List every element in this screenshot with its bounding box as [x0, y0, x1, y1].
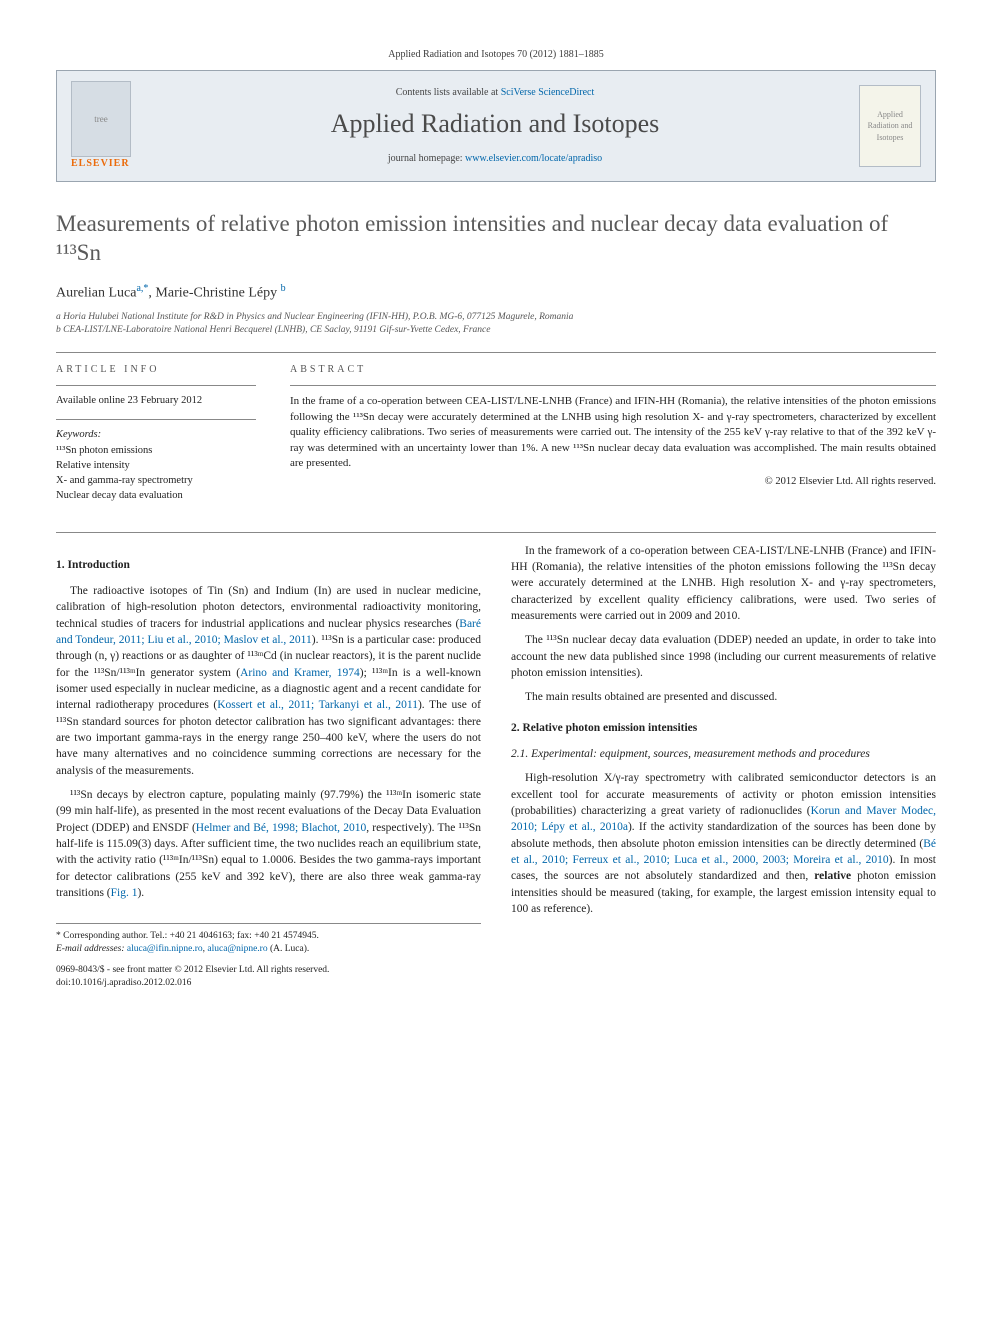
abstract-copyright: © 2012 Elsevier Ltd. All rights reserved… [290, 475, 936, 490]
running-header: Applied Radiation and Isotopes 70 (2012)… [56, 48, 936, 62]
s1-p2-c: ). [137, 887, 144, 899]
author-1: Aurelian Luca [56, 285, 136, 300]
info-rule-1 [56, 385, 256, 386]
banner-left: tree ELSEVIER [71, 81, 131, 171]
email-label: E-mail addresses: [56, 944, 127, 954]
journal-banner: tree ELSEVIER Contents lists available a… [56, 70, 936, 182]
info-rule-2 [56, 419, 256, 420]
contents-line: Contents lists available at SciVerse Sci… [145, 86, 845, 100]
journal-cover-thumbnail: Applied Radiation and Isotopes [859, 85, 921, 167]
banner-center: Contents lists available at SciVerse Sci… [145, 86, 845, 166]
ref-helmer-blachot[interactable]: Helmer and Bé, 1998; Blachot, 2010 [196, 822, 366, 834]
s1-p2: ¹¹³Sn decays by electron capture, popula… [56, 787, 481, 901]
sciencedirect-link[interactable]: SciVerse ScienceDirect [501, 87, 595, 98]
journal-title: Applied Radiation and Isotopes [145, 106, 845, 142]
corresponding-author: * Corresponding author. Tel.: +40 21 404… [56, 930, 481, 943]
right-column: In the framework of a co-operation betwe… [511, 543, 936, 990]
abstract-column: ABSTRACT In the frame of a co-operation … [290, 363, 936, 503]
page-root: Applied Radiation and Isotopes 70 (2012)… [0, 0, 992, 1029]
footnote-separator: * Corresponding author. Tel.: +40 21 404… [56, 923, 481, 956]
email-1[interactable]: aluca@ifin.nipne.ro [127, 944, 203, 954]
homepage-line: journal homepage: www.elsevier.com/locat… [145, 152, 845, 166]
rule-bottom [56, 532, 936, 533]
article-title: Measurements of relative photon emission… [56, 210, 936, 268]
keyword-4: Nuclear decay data evaluation [56, 488, 256, 503]
homepage-link[interactable]: www.elsevier.com/locate/apradiso [465, 153, 602, 164]
ref-arino[interactable]: Arino and Kramer, 1974 [240, 667, 360, 679]
affiliation-a: a Horia Hulubei National Institute for R… [56, 311, 936, 324]
section-2-heading: 2. Relative photon emission intensities [511, 720, 936, 736]
email-line: E-mail addresses: aluca@ifin.nipne.ro, a… [56, 943, 481, 956]
s1-p1-a: The radioactive isotopes of Tin (Sn) and… [56, 585, 481, 630]
elsevier-tree-icon: tree [71, 81, 131, 157]
abs-rule [290, 385, 936, 386]
email-2[interactable]: aluca@nipne.ro [207, 944, 267, 954]
s1-p1: The radioactive isotopes of Tin (Sn) and… [56, 583, 481, 779]
s1-p4: The ¹¹³Sn nuclear decay data evaluation … [511, 632, 936, 681]
section-2-1-heading: 2.1. Experimental: equipment, sources, m… [511, 746, 936, 762]
left-column: 1. Introduction The radioactive isotopes… [56, 543, 481, 990]
author-1-affil-marker: a,* [136, 283, 148, 294]
s1-p5: The main results obtained are presented … [511, 689, 936, 705]
rule-top [56, 352, 936, 353]
front-matter: 0969-8043/$ - see front matter © 2012 El… [56, 964, 481, 977]
homepage-prefix: journal homepage: [388, 153, 465, 164]
keywords-label: Keywords: [56, 428, 256, 443]
article-info-column: ARTICLE INFO Available online 23 Februar… [56, 363, 256, 503]
author-2-affil-marker: b [281, 283, 286, 294]
s1-p3: In the framework of a co-operation betwe… [511, 543, 936, 625]
publisher-name: ELSEVIER [71, 157, 131, 171]
s2-p1: High-resolution X/γ-ray spectrometry wit… [511, 770, 936, 917]
available-online: Available online 23 February 2012 [56, 394, 256, 409]
author-2: , Marie-Christine Lépy [148, 285, 280, 300]
body-columns: 1. Introduction The radioactive isotopes… [56, 543, 936, 990]
abstract-label: ABSTRACT [290, 363, 936, 377]
contents-prefix: Contents lists available at [396, 87, 501, 98]
keyword-2: Relative intensity [56, 458, 256, 473]
email-tail: (A. Luca). [268, 944, 310, 954]
doi: doi:10.1016/j.apradiso.2012.02.016 [56, 977, 481, 990]
ref-fig1[interactable]: Fig. 1 [111, 887, 138, 899]
info-abstract-row: ARTICLE INFO Available online 23 Februar… [56, 363, 936, 503]
abstract-text: In the frame of a co-operation between C… [290, 394, 936, 471]
keywords-list: ¹¹³Sn photon emissions Relative intensit… [56, 443, 256, 504]
s2-p1-bold: relative [814, 870, 851, 882]
ref-kossert-tarkanyi[interactable]: Kossert et al., 2011; Tarkanyi et al., 2… [217, 699, 418, 711]
section-1-heading: 1. Introduction [56, 557, 481, 573]
doi-block: 0969-8043/$ - see front matter © 2012 El… [56, 964, 481, 990]
author-list: Aurelian Lucaa,*, Marie-Christine Lépy b [56, 282, 936, 303]
keyword-3: X- and gamma-ray spectrometry [56, 473, 256, 488]
affiliations: a Horia Hulubei National Institute for R… [56, 311, 936, 337]
keyword-1: ¹¹³Sn photon emissions [56, 443, 256, 458]
affiliation-b: b CEA-LIST/LNE-Laboratoire National Henr… [56, 324, 936, 337]
article-info-label: ARTICLE INFO [56, 363, 256, 377]
